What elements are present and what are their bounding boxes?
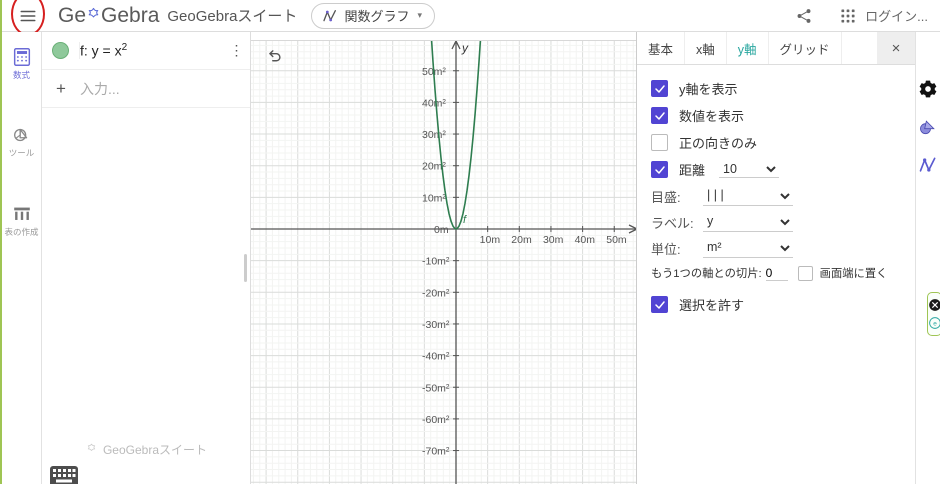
svg-text:50m: 50m: [606, 234, 627, 246]
svg-text:10m²: 10m²: [422, 192, 446, 204]
svg-text:-60m²: -60m²: [422, 414, 450, 426]
svg-text:f: f: [463, 214, 467, 226]
svg-text:40m: 40m: [575, 234, 596, 246]
svg-text:30m: 30m: [543, 234, 564, 246]
svg-text:-20m²: -20m²: [422, 287, 450, 299]
svg-text:40m²: 40m²: [422, 97, 446, 109]
svg-text:10m: 10m: [480, 234, 501, 246]
svg-text:-10m²: -10m²: [422, 256, 450, 268]
svg-text:20m: 20m: [511, 234, 532, 246]
svg-text:e: e: [933, 320, 937, 327]
svg-text:-30m²: -30m²: [422, 319, 450, 331]
svg-text:-70m²: -70m²: [422, 446, 450, 458]
svg-text:-50m²: -50m²: [422, 382, 450, 394]
svg-text:y: y: [461, 41, 469, 55]
svg-text:-40m²: -40m²: [422, 351, 450, 363]
svg-text:0m: 0m: [434, 224, 449, 236]
svg-text:30m²: 30m²: [422, 129, 446, 141]
